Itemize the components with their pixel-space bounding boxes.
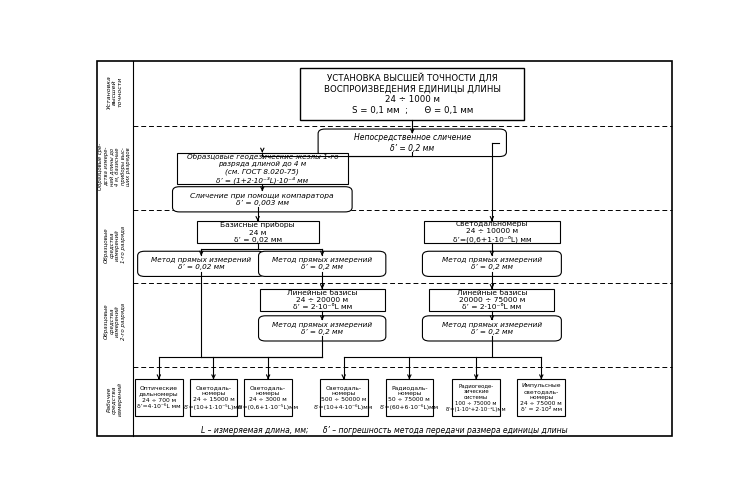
FancyBboxPatch shape	[190, 379, 237, 416]
FancyBboxPatch shape	[260, 289, 385, 311]
Text: Метод прямых измерений
δ’ = 0,02 мм: Метод прямых измерений δ’ = 0,02 мм	[152, 257, 251, 270]
FancyBboxPatch shape	[422, 316, 561, 341]
Text: Образцовые
средства
измерений
2-го разряда: Образцовые средства измерений 2-го разря…	[104, 303, 125, 340]
Text: Метод прямых измерений
δ’ = 0,2 мм: Метод прямых измерений δ’ = 0,2 мм	[272, 257, 372, 270]
FancyBboxPatch shape	[196, 221, 319, 243]
Text: Оптические
дальномеры
24 ÷ 700 м
δ’=4·10⁻⁶L мм: Оптические дальномеры 24 ÷ 700 м δ’=4·10…	[137, 386, 181, 409]
FancyBboxPatch shape	[135, 379, 183, 416]
Text: Светодальномеры
24 ÷ 10000 м
δ’=(0,6+1·10⁻⁶L) мм: Светодальномеры 24 ÷ 10000 м δ’=(0,6+1·1…	[452, 221, 531, 243]
FancyBboxPatch shape	[301, 68, 524, 120]
Text: Непосредственное сличение
δ’ = 0,2 мм: Непосредственное сличение δ’ = 0,2 мм	[354, 133, 471, 153]
Text: Рабочие
средства
измерений: Рабочие средства измерений	[106, 382, 123, 417]
Text: Светодаль-
номеры
24 ÷ 3000 м
δ’=(0,6+1·10⁻⁵L)мм: Светодаль- номеры 24 ÷ 3000 м δ’=(0,6+1·…	[238, 385, 298, 410]
Text: Базисные приборы
24 м
δ’ = 0,02 мм: Базисные приборы 24 м δ’ = 0,02 мм	[220, 222, 295, 243]
FancyBboxPatch shape	[452, 379, 500, 416]
Text: Установка
высшей
точности: Установка высшей точности	[106, 75, 123, 109]
Text: Светодаль-
номеры
24 ÷ 15000 м
δ’=(10+1·10⁻⁵L)мм: Светодаль- номеры 24 ÷ 15000 м δ’=(10+1·…	[184, 385, 243, 410]
FancyBboxPatch shape	[318, 129, 506, 157]
FancyBboxPatch shape	[259, 251, 386, 276]
FancyBboxPatch shape	[424, 221, 560, 243]
Text: Радиодаль-
номеры
50 ÷ 75000 м
δ’=(60+6·10⁻⁶L)мм: Радиодаль- номеры 50 ÷ 75000 м δ’=(60+6·…	[380, 385, 439, 410]
Text: Импульсные
светодаль-
номеры
24 ÷ 75000 м
δ’ = 2·10² мм: Импульсные светодаль- номеры 24 ÷ 75000 …	[520, 383, 562, 412]
FancyBboxPatch shape	[138, 251, 265, 276]
Text: Сличение при помощи компаратора
δ’ = 0,003 мм: Сличение при помощи компаратора δ’ = 0,0…	[190, 192, 334, 206]
FancyBboxPatch shape	[422, 251, 561, 276]
Text: Образцовые геодезические жезлы 1-го
разряда длиной до 4 м
(см. ГОСТ 8.020-75)
δ’: Образцовые геодезические жезлы 1-го разр…	[187, 153, 338, 184]
FancyBboxPatch shape	[176, 153, 348, 184]
Text: Линейные базисы
20000 ÷ 75000 м
δ’ = 2·10⁻⁶L мм: Линейные базисы 20000 ÷ 75000 м δ’ = 2·1…	[457, 290, 527, 310]
Text: L – измеряемая длина, мм;      δ’ – погрешность метода передачи размера единицы : L – измеряемая длина, мм; δ’ – погрешнос…	[201, 426, 568, 435]
Text: Образцовые сре-
дства измере-
ний длины до
4 м, базисные
приборы выс-
ших разряд: Образцовые сре- дства измере- ний длины …	[98, 143, 131, 190]
Text: Светодаль-
номеры
500 ÷ 50000 м
δ’=(10+4·10⁻⁶L)мм: Светодаль- номеры 500 ÷ 50000 м δ’=(10+4…	[314, 385, 374, 410]
FancyBboxPatch shape	[320, 379, 368, 416]
FancyBboxPatch shape	[430, 289, 554, 311]
Text: Радиогеоде-
зические
системы
100 ÷ 75000 м
δ’=(1·10³+2·10⁻⁵L)мм: Радиогеоде- зические системы 100 ÷ 75000…	[446, 383, 506, 412]
FancyBboxPatch shape	[172, 186, 352, 212]
Text: УСТАНОВКА ВЫСШЕЙ ТОЧНОСТИ ДЛЯ
ВОСПРОИЗВЕДЕНИЯ ЕДИНИЦЫ ДЛИНЫ
24 ÷ 1000 м
S = 0,1 : УСТАНОВКА ВЫСШЕЙ ТОЧНОСТИ ДЛЯ ВОСПРОИЗВЕ…	[324, 73, 501, 115]
FancyBboxPatch shape	[244, 379, 292, 416]
FancyBboxPatch shape	[259, 316, 386, 341]
Text: Метод прямых измерений
δ’ = 0,2 мм: Метод прямых измерений δ’ = 0,2 мм	[272, 322, 372, 335]
Text: Образцовые
средства
измерений
1-го разряда: Образцовые средства измерений 1-го разря…	[104, 226, 125, 263]
Text: Метод прямых измерений
δ’ = 0,2 мм: Метод прямых измерений δ’ = 0,2 мм	[442, 322, 542, 335]
FancyBboxPatch shape	[386, 379, 433, 416]
Text: Метод прямых измерений
δ’ = 0,2 мм: Метод прямых измерений δ’ = 0,2 мм	[442, 257, 542, 270]
Text: Линейные базисы
24 ÷ 20000 м
δ’ = 2·10⁻⁶L мм: Линейные базисы 24 ÷ 20000 м δ’ = 2·10⁻⁶…	[287, 290, 357, 310]
FancyBboxPatch shape	[518, 379, 566, 416]
